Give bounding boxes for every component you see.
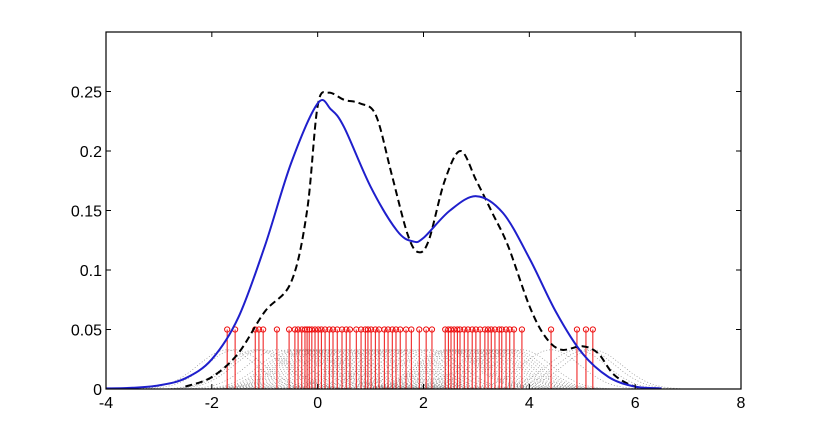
stem-marker	[416, 326, 423, 333]
stem-marker	[311, 326, 319, 333]
stem-marker	[491, 326, 499, 333]
stem-marker	[447, 326, 455, 333]
x-tick-label: -2	[205, 395, 219, 412]
x-tick-label: -4	[99, 395, 113, 412]
stem-marker	[384, 326, 392, 333]
x-tick-label: 2	[419, 395, 428, 412]
y-tick-label: 0	[93, 382, 102, 399]
stem-marker	[484, 326, 492, 333]
stem-marker	[423, 326, 430, 333]
x-axis: -4 -2 0 2 4 6 8	[99, 32, 746, 412]
stem-marker	[255, 326, 263, 333]
y-tick-label: 0.05	[71, 323, 102, 340]
smooth-density-line	[105, 99, 662, 390]
y-tick-label: 0.1	[80, 263, 102, 280]
stem-marker	[308, 326, 315, 333]
stem-marker	[343, 326, 350, 333]
density-lines	[105, 91, 662, 390]
y-axis: 0 0.05 0.1 0.15 0.2 0.25	[71, 85, 741, 399]
stem-marker	[502, 326, 510, 333]
stem-marker	[321, 326, 329, 333]
stem-marker	[456, 326, 464, 333]
stem-marker	[428, 326, 436, 333]
stem-marker	[291, 326, 299, 333]
stem-marker	[326, 326, 333, 333]
stem-marker	[315, 326, 322, 333]
stem-marker	[392, 326, 400, 333]
plot-frame	[105, 31, 742, 390]
stem-marker	[498, 326, 505, 333]
x-tick-label: 0	[313, 395, 322, 412]
stem-marker	[372, 326, 379, 333]
x-tick-label: 6	[631, 395, 640, 412]
stem-marker	[389, 326, 396, 333]
stem-marker	[481, 326, 488, 333]
stem-marker	[224, 326, 231, 333]
stem-marker	[397, 326, 404, 333]
x-tick-label: 8	[737, 395, 746, 412]
stem-marker	[273, 326, 281, 333]
stem-marker	[506, 326, 513, 333]
stem-marker	[357, 326, 365, 333]
sample-stems	[224, 326, 596, 389]
stem-marker	[488, 326, 495, 333]
y-tick-label: 0.25	[71, 85, 102, 102]
stem-marker	[260, 326, 267, 333]
stem-marker	[510, 326, 518, 333]
stem-marker	[368, 326, 375, 333]
y-tick-label: 0.2	[80, 144, 102, 161]
x-tick-label: 4	[525, 395, 534, 412]
stem-marker	[442, 326, 449, 333]
stem-marker	[294, 326, 302, 333]
stem-marker	[518, 326, 526, 333]
stem-marker	[547, 326, 555, 333]
stem-marker	[338, 326, 346, 333]
stem-marker	[472, 326, 479, 333]
narrow-density-line	[185, 91, 657, 390]
stem-marker	[408, 326, 415, 333]
stem-marker	[381, 326, 388, 333]
stem-marker	[589, 326, 596, 333]
stem-marker	[451, 326, 458, 333]
stem-marker	[582, 326, 590, 333]
stem-marker	[469, 326, 476, 333]
stem-marker	[573, 326, 581, 333]
stem-marker	[461, 326, 468, 333]
stem-marker	[364, 326, 372, 333]
stem-marker	[464, 326, 472, 333]
stem-marker	[318, 326, 325, 333]
stem-marker	[346, 326, 354, 333]
y-tick-label: 0.15	[71, 204, 102, 221]
stem-marker	[285, 326, 293, 333]
stem-marker	[329, 326, 337, 333]
